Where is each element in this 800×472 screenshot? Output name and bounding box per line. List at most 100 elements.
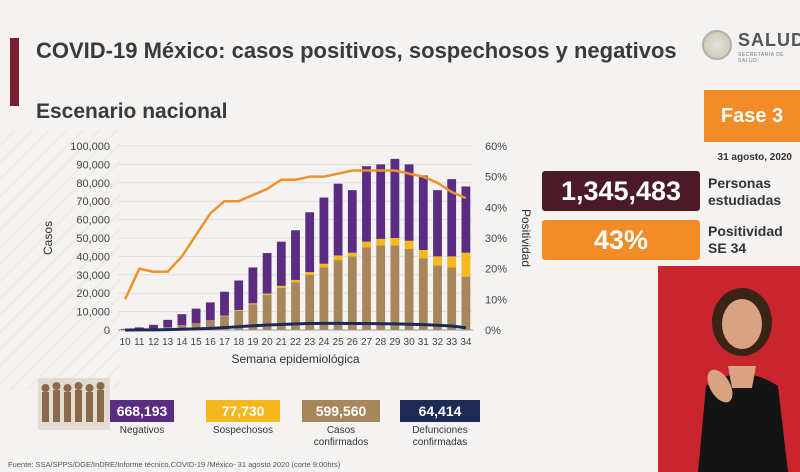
- bar-negativos: [234, 280, 244, 310]
- legend-negativos: 668,193 Negativos: [110, 400, 174, 450]
- legend-confirmados: 599,560 Casos confirmados: [302, 400, 380, 450]
- x-tick-label: 32: [432, 337, 444, 348]
- bar-casos-confirmados: [205, 320, 215, 330]
- bar-negativos: [333, 183, 343, 256]
- bar-negativos: [220, 291, 229, 316]
- legend-negativos-value: 668,193: [110, 400, 174, 422]
- y2-tick-label: 50%: [485, 172, 507, 184]
- x-tick-label: 19: [247, 337, 259, 348]
- x-tick-label: 14: [176, 337, 188, 348]
- bar-negativos: [262, 253, 272, 294]
- x-tick-label: 16: [205, 337, 217, 348]
- bar-casos-confirmados: [291, 282, 300, 330]
- bar-negativos: [390, 158, 400, 238]
- bar-sospechosos: [390, 238, 400, 246]
- bar-sospechosos: [220, 315, 229, 317]
- phase-badge: Fase 3: [704, 90, 800, 142]
- legend-confirmados-value: 599,560: [302, 400, 380, 422]
- bar-casos-confirmados: [319, 267, 329, 330]
- x-tick-label: 33: [446, 337, 458, 348]
- x-tick-label: 21: [276, 337, 288, 348]
- salud-logo: SALUD SECRETARÍA DE SALUD: [700, 26, 800, 70]
- bar-negativos: [404, 164, 414, 241]
- bar-sospechosos: [276, 285, 286, 288]
- source-note: Fuente: SSA/SPPS/DGE/InDRE/Informe técni…: [8, 460, 341, 469]
- bar-casos-confirmados: [362, 247, 371, 330]
- bar-casos-confirmados: [276, 287, 286, 330]
- bar-negativos: [163, 319, 173, 328]
- y2-tick-label: 20%: [485, 264, 507, 276]
- bar-sospechosos: [362, 241, 371, 248]
- stat-positivity-value: 43%: [542, 220, 700, 260]
- bar-negativos: [177, 314, 187, 326]
- bar-negativos: [191, 308, 201, 324]
- y-tick-label: 60,000: [76, 215, 110, 227]
- page-title: COVID-19 México: casos positivos, sospec…: [36, 38, 677, 63]
- bar-casos-confirmados: [177, 325, 187, 330]
- bar-negativos: [291, 230, 300, 280]
- bar-negativos: [461, 186, 471, 253]
- bar-sospechosos: [461, 252, 471, 277]
- bar-negativos: [319, 197, 329, 264]
- bar-sospechosos: [404, 240, 414, 250]
- bar-negativos: [347, 190, 357, 253]
- bar-casos-confirmados: [347, 256, 357, 330]
- bar-casos-confirmados: [220, 316, 229, 330]
- page-subtitle: Escenario nacional: [36, 100, 228, 123]
- x-tick-label: 12: [148, 337, 160, 348]
- bar-casos-confirmados: [262, 295, 272, 330]
- x-tick-label: 31: [418, 337, 430, 348]
- bar-sospechosos: [305, 272, 315, 275]
- x-axis-title: Semana epidemiológica: [231, 352, 359, 366]
- bar-sospechosos: [248, 303, 258, 305]
- bar-negativos: [205, 302, 215, 321]
- stat-people-studied-value: 1,345,483: [542, 171, 700, 211]
- bar-negativos: [305, 212, 315, 273]
- line-defunciones-confirmadas: [125, 321, 467, 332]
- y-axis-title: Casos: [41, 221, 55, 255]
- bar-sospechosos: [433, 256, 442, 266]
- y-tick-label: 40,000: [76, 251, 110, 263]
- legend-confirmados-label: Casos confirmados: [313, 425, 369, 448]
- y-tick-label: 20,000: [76, 288, 110, 300]
- bar-negativos: [418, 175, 428, 250]
- bar-sospechosos: [262, 293, 272, 296]
- bar-sospechosos: [319, 263, 329, 268]
- bar-casos-confirmados: [447, 267, 457, 330]
- bar-negativos: [248, 267, 258, 304]
- x-tick-label: 29: [389, 337, 401, 348]
- salud-logo-sub: SECRETARÍA DE SALUD: [738, 52, 785, 64]
- y-tick-label: 10,000: [76, 307, 110, 319]
- bar-casos-confirmados: [461, 276, 471, 330]
- x-tick-label: 25: [333, 337, 345, 348]
- legend-defunciones-value: 64,414: [400, 400, 480, 422]
- bar-sospechosos: [291, 279, 300, 283]
- legend-negativos-label: Negativos: [119, 425, 165, 436]
- bar-casos-confirmados: [248, 304, 258, 330]
- x-tick-label: 26: [347, 337, 359, 348]
- bar-casos-confirmados: [305, 274, 315, 330]
- x-tick-label: 24: [318, 337, 330, 348]
- y-tick-label: 100,000: [70, 141, 110, 153]
- x-tick-label: 30: [404, 337, 416, 348]
- y2-tick-label: 60%: [485, 141, 507, 153]
- x-tick-label: 34: [460, 337, 472, 348]
- bar-negativos: [376, 164, 386, 239]
- y2-axis-title: Positividad: [519, 209, 533, 267]
- y2-tick-label: 0%: [485, 325, 501, 337]
- y-tick-label: 70,000: [76, 196, 110, 208]
- x-tick-label: 22: [290, 337, 302, 348]
- y2-tick-label: 10%: [485, 294, 507, 306]
- x-tick-label: 17: [219, 337, 231, 348]
- bar-casos-confirmados: [418, 258, 428, 330]
- bar-negativos: [447, 179, 457, 257]
- y-tick-label: 30,000: [76, 270, 110, 282]
- salud-logo-word: SALUD: [738, 30, 800, 50]
- cases-chart: 0 10,000 20,000 30,000 40,000 50,000 60,000 70,…: [41, 141, 533, 366]
- bar-negativos: [362, 166, 371, 242]
- report-date: 31 agosto, 2020: [717, 152, 792, 163]
- bar-sospechosos: [418, 249, 428, 259]
- bar-sospechosos: [347, 252, 357, 257]
- bar-sospechosos: [447, 256, 457, 268]
- y-tick-label: 90,000: [76, 159, 110, 171]
